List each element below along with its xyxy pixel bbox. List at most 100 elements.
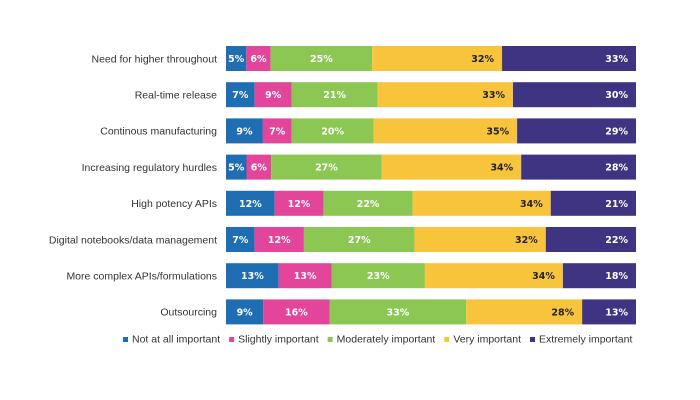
data-label: 13% <box>605 307 628 318</box>
bar-segment <box>246 154 272 180</box>
data-label: 12% <box>288 199 311 210</box>
data-label: 21% <box>605 199 628 210</box>
bar-segment <box>291 118 374 144</box>
data-label: 5% <box>228 54 245 65</box>
data-label: 34% <box>490 163 513 174</box>
bar-segment <box>331 263 425 289</box>
bar-segment <box>377 82 513 108</box>
bar-segment <box>329 299 467 325</box>
category-label: Real-time release <box>135 90 217 102</box>
data-label: 21% <box>323 90 346 101</box>
data-labels: 5% 6% 25% 32% 33% 7% 9% 21% 33% 30% 9% 7% 20% 35% 29% 5… <box>228 54 628 318</box>
data-label: 34% <box>532 271 555 282</box>
bar-segment <box>502 46 636 71</box>
bar-segment <box>373 118 518 144</box>
bar-segment <box>262 118 292 144</box>
legend-swatch <box>327 337 333 342</box>
bar-segment <box>254 82 292 108</box>
bar-segment <box>424 263 563 289</box>
bar-segment <box>372 46 503 71</box>
legend-swatch <box>444 337 450 342</box>
legend-label: Very important <box>453 334 521 346</box>
bar-segment <box>226 227 255 252</box>
legend-swatch <box>229 337 235 342</box>
data-label: 27% <box>315 163 338 174</box>
category-labels: Need for higher throughout Real-time rele… <box>49 53 217 318</box>
data-label: 18% <box>605 271 628 282</box>
bar-segment <box>412 190 551 216</box>
bar-segment <box>263 299 330 325</box>
category-label: More complex APIs/formulations <box>66 271 217 283</box>
legend-label: Extremely important <box>539 334 632 346</box>
data-label: 27% <box>348 235 371 246</box>
data-label: 7% <box>269 126 286 137</box>
data-label: 29% <box>605 126 628 137</box>
legend-swatch <box>123 337 128 342</box>
category-label: Digital notebooks/data management <box>49 234 217 246</box>
data-label: 9% <box>265 90 282 101</box>
legend: Not at all important Slightly important Mo… <box>123 334 632 346</box>
bar-segment <box>521 154 636 180</box>
bar-segment <box>278 263 332 289</box>
bar-segment <box>381 154 522 180</box>
bar-segment <box>545 227 636 252</box>
data-label: 34% <box>520 199 543 210</box>
bar-segment <box>254 227 304 252</box>
category-label: Outsourcing <box>160 307 217 319</box>
data-label: 28% <box>551 307 574 318</box>
data-label: 6% <box>251 163 268 174</box>
bar-segment <box>226 299 264 325</box>
legend-swatch <box>530 337 536 342</box>
bar-segment <box>246 46 271 71</box>
category-label: High potency APIs <box>131 198 217 210</box>
data-label: 30% <box>605 90 628 101</box>
bar-segment <box>550 190 636 216</box>
bar-segment <box>226 82 255 108</box>
bar-segment <box>271 154 382 180</box>
category-label: Continous manufacturing <box>100 126 217 138</box>
bar-segment <box>562 263 636 289</box>
bar-segment <box>226 154 247 180</box>
legend-label: Slightly important <box>238 334 319 346</box>
data-label: 7% <box>232 235 249 246</box>
data-label: 12% <box>239 199 262 210</box>
data-label: 13% <box>241 271 264 282</box>
bar-segment <box>303 227 415 252</box>
data-label: 33% <box>605 54 628 65</box>
data-label: 25% <box>310 54 333 65</box>
bar-segment <box>226 118 263 144</box>
data-label: 12% <box>268 235 291 246</box>
data-label: 5% <box>228 163 245 174</box>
data-label: 7% <box>232 90 249 101</box>
data-label: 32% <box>515 235 538 246</box>
category-label: Need for higher throughout <box>91 53 217 65</box>
bar-segment <box>270 46 373 71</box>
bar-segment <box>323 190 413 216</box>
bar-segment <box>226 190 275 216</box>
data-label: 33% <box>386 307 409 318</box>
data-label: 32% <box>471 54 494 65</box>
bars <box>226 46 636 325</box>
category-label: Increasing regulatory hurdles <box>82 162 217 174</box>
bar-segment <box>414 227 546 252</box>
legend-label: Not at all important <box>132 334 220 346</box>
data-label: 16% <box>285 307 308 318</box>
data-label: 9% <box>236 126 253 137</box>
data-label: 28% <box>605 163 628 174</box>
data-label: 33% <box>482 90 505 101</box>
bar-segment <box>582 299 636 325</box>
data-label: 22% <box>357 199 380 210</box>
data-label: 22% <box>605 235 628 246</box>
data-label: 6% <box>250 54 267 65</box>
bar-segment <box>274 190 324 216</box>
data-label: 9% <box>237 307 254 318</box>
bar-segment <box>466 299 583 325</box>
bar-segment <box>291 82 378 108</box>
bar-segment <box>226 46 247 71</box>
data-label: 13% <box>294 271 317 282</box>
data-label: 23% <box>367 271 390 282</box>
bar-segment <box>513 82 636 108</box>
data-label: 35% <box>486 126 509 137</box>
legend-label: Moderately important <box>337 334 436 346</box>
